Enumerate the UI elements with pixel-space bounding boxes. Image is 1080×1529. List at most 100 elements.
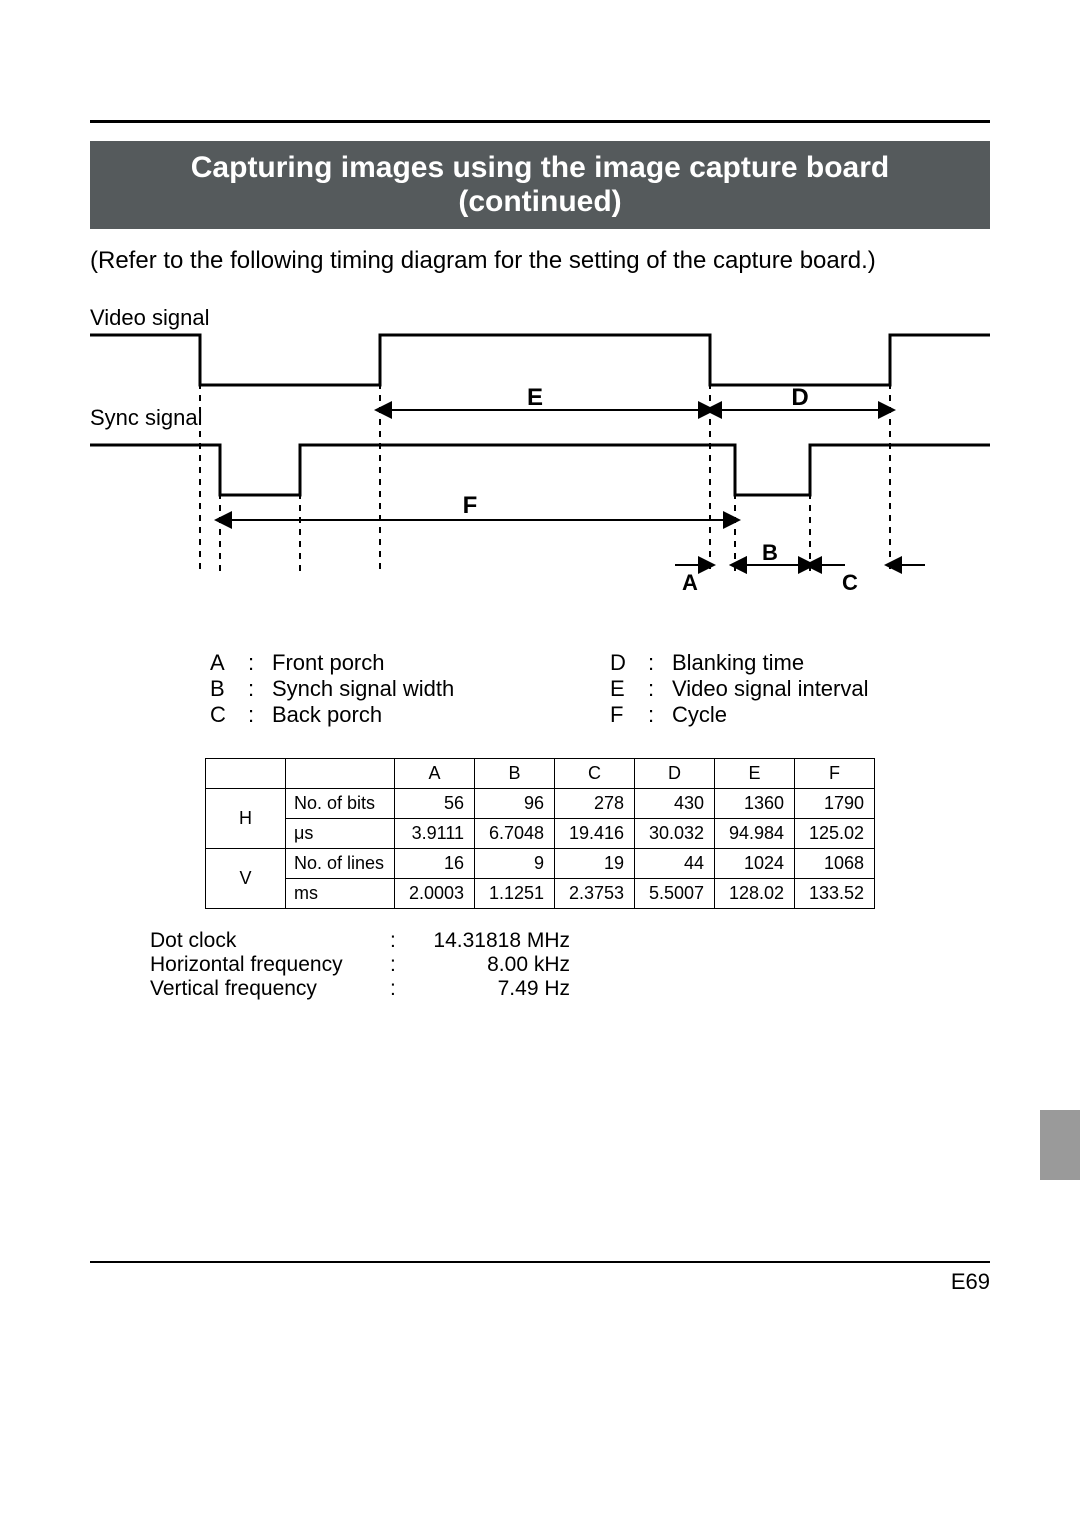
intro-text: (Refer to the following timing diagram f…: [90, 247, 990, 275]
legend-key: A: [210, 650, 240, 676]
legend-label: Front porch: [272, 650, 385, 676]
table-cell: 430: [635, 789, 715, 819]
freq-label: Horizontal frequency: [150, 953, 390, 977]
legend-key: B: [210, 676, 240, 702]
table-col-header: E: [715, 759, 795, 789]
timing-diagram-svg: Video signal Sync signal: [90, 305, 990, 625]
legend-colon: :: [648, 676, 664, 702]
legend-label: Blanking time: [672, 650, 804, 676]
freq-colon: :: [390, 977, 410, 1001]
page-number: E69: [951, 1269, 990, 1294]
table-cell: 1.1251: [475, 879, 555, 909]
table-group-header: H: [205, 789, 285, 849]
legend-item: E : Video signal interval: [610, 676, 950, 702]
legend-key: E: [610, 676, 640, 702]
table-cell: 1068: [795, 849, 875, 879]
legend-label: Back porch: [272, 702, 382, 728]
legend: A : Front porch D : Blanking time B : Sy…: [210, 650, 990, 728]
legend-item: D : Blanking time: [610, 650, 950, 676]
table-col-header: F: [795, 759, 875, 789]
table-cell: 44: [635, 849, 715, 879]
sync-signal-label: Sync signal: [90, 405, 203, 430]
freq-value: 7.49 Hz: [410, 977, 570, 1001]
marker-e-label: E: [527, 384, 543, 411]
legend-colon: :: [248, 650, 264, 676]
table-col-header: C: [555, 759, 635, 789]
diagram-guides: [200, 335, 890, 575]
table-row: V No. of lines 16 9 19 44 1024 1068: [205, 849, 874, 879]
table-cell: 1360: [715, 789, 795, 819]
video-signal-label: Video signal: [90, 305, 209, 330]
timing-diagram: Video signal Sync signal: [90, 305, 990, 630]
legend-item: A : Front porch: [210, 650, 550, 676]
freq-label: Vertical frequency: [150, 977, 390, 1001]
marker-a-label: A: [682, 570, 698, 595]
legend-colon: :: [248, 676, 264, 702]
section-title: Capturing images using the image capture…: [90, 141, 990, 229]
table-cell: 128.02: [715, 879, 795, 909]
freq-label: Dot clock: [150, 929, 390, 953]
table-cell: 6.7048: [475, 819, 555, 849]
freq-colon: :: [390, 953, 410, 977]
marker-d-label: D: [791, 384, 808, 411]
freq-row: Vertical frequency : 7.49 Hz: [150, 977, 990, 1001]
legend-label: Synch signal width: [272, 676, 454, 702]
side-tab: [1040, 1110, 1080, 1180]
table-row: ms 2.0003 1.1251 2.3753 5.5007 128.02 13…: [205, 879, 874, 909]
table-cell: 56: [395, 789, 475, 819]
table-cell: 125.02: [795, 819, 875, 849]
table-row: H No. of bits 56 96 278 430 1360 1790: [205, 789, 874, 819]
legend-item: B : Synch signal width: [210, 676, 550, 702]
table-group-header: V: [205, 849, 285, 909]
table-cell: 96: [475, 789, 555, 819]
table-row-label: No. of lines: [285, 849, 394, 879]
table-cell: 16: [395, 849, 475, 879]
legend-key: C: [210, 702, 240, 728]
page-footer: E69: [90, 1261, 990, 1295]
freq-colon: :: [390, 929, 410, 953]
table-col-header: B: [475, 759, 555, 789]
table-row-label: ms: [285, 879, 394, 909]
top-rule: [90, 120, 990, 123]
timing-table: A B C D E F H No. of bits 56 96 278 430 …: [205, 758, 875, 909]
freq-value: 14.31818 MHz: [410, 929, 570, 953]
freq-value: 8.00 kHz: [410, 953, 570, 977]
table-cell: 19: [555, 849, 635, 879]
table-row: μs 3.9111 6.7048 19.416 30.032 94.984 12…: [205, 819, 874, 849]
freq-row: Horizontal frequency : 8.00 kHz: [150, 953, 990, 977]
legend-colon: :: [648, 702, 664, 728]
sync-waveform: [90, 445, 990, 495]
legend-label: Video signal interval: [672, 676, 869, 702]
table-cell: 1790: [795, 789, 875, 819]
table-cell: 19.416: [555, 819, 635, 849]
table-cell: 5.5007: [635, 879, 715, 909]
table-row-label: No. of bits: [285, 789, 394, 819]
marker-b-label: B: [762, 540, 778, 565]
table-cell: 278: [555, 789, 635, 819]
frequency-block: Dot clock : 14.31818 MHz Horizontal freq…: [150, 929, 990, 1001]
table-corner: [205, 759, 285, 789]
table-cell: 2.0003: [395, 879, 475, 909]
marker-f-label: F: [463, 492, 478, 519]
table-col-header: A: [395, 759, 475, 789]
table-cell: 133.52: [795, 879, 875, 909]
table-row-label: μs: [285, 819, 394, 849]
legend-colon: :: [648, 650, 664, 676]
table-header-row: A B C D E F: [205, 759, 874, 789]
table-cell: 30.032: [635, 819, 715, 849]
legend-item: C : Back porch: [210, 702, 550, 728]
table-cell: 3.9111: [395, 819, 475, 849]
table-corner: [285, 759, 394, 789]
freq-row: Dot clock : 14.31818 MHz: [150, 929, 990, 953]
legend-key: D: [610, 650, 640, 676]
video-waveform: [90, 335, 990, 385]
legend-key: F: [610, 702, 640, 728]
table-cell: 1024: [715, 849, 795, 879]
table-cell: 9: [475, 849, 555, 879]
table-cell: 2.3753: [555, 879, 635, 909]
legend-colon: :: [248, 702, 264, 728]
marker-c-label: C: [842, 570, 858, 595]
legend-label: Cycle: [672, 702, 727, 728]
legend-item: F : Cycle: [610, 702, 950, 728]
table-col-header: D: [635, 759, 715, 789]
